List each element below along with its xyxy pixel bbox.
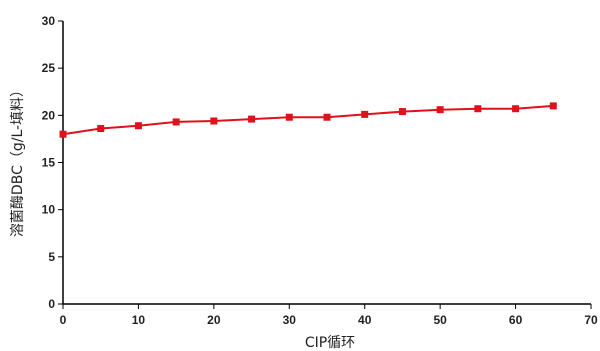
data-point [398, 108, 406, 116]
data-point [172, 118, 180, 126]
x-tick-label: 60 [509, 313, 523, 327]
series-group [59, 102, 557, 138]
x-tick-label: 50 [433, 313, 447, 327]
data-point [59, 130, 67, 138]
data-point [361, 110, 369, 118]
x-tick-label: 70 [584, 313, 598, 327]
data-point [512, 105, 520, 113]
data-point [97, 125, 105, 133]
y-tick-label: 5 [48, 250, 55, 264]
data-point [474, 105, 482, 113]
y-axis-ticks: 0 5 10 15 20 25 30 [42, 14, 63, 311]
x-tick-label: 0 [60, 313, 67, 327]
data-point [323, 113, 331, 121]
y-tick-label: 20 [42, 108, 56, 122]
data-point [210, 117, 218, 125]
y-tick-label: 15 [42, 156, 56, 170]
y-axis-title: 溶菌酶DBC（g/L-填料） [10, 83, 26, 237]
data-point [248, 115, 256, 123]
series-line [62, 104, 554, 136]
y-tick-label: 30 [42, 14, 56, 28]
y-tick-label: 0 [48, 297, 55, 311]
data-point [436, 106, 444, 114]
data-point [285, 113, 293, 121]
x-axis-title: CIP循环 [305, 335, 355, 351]
x-axis-ticks: 0 10 20 30 40 50 60 70 [60, 304, 598, 327]
x-tick-label: 20 [207, 313, 221, 327]
data-point [134, 122, 142, 130]
y-tick-label: 25 [42, 61, 56, 75]
x-tick-label: 40 [358, 313, 372, 327]
data-point [549, 102, 557, 110]
x-tick-label: 30 [283, 313, 297, 327]
x-tick-label: 10 [132, 313, 146, 327]
y-tick-label: 10 [42, 203, 56, 217]
